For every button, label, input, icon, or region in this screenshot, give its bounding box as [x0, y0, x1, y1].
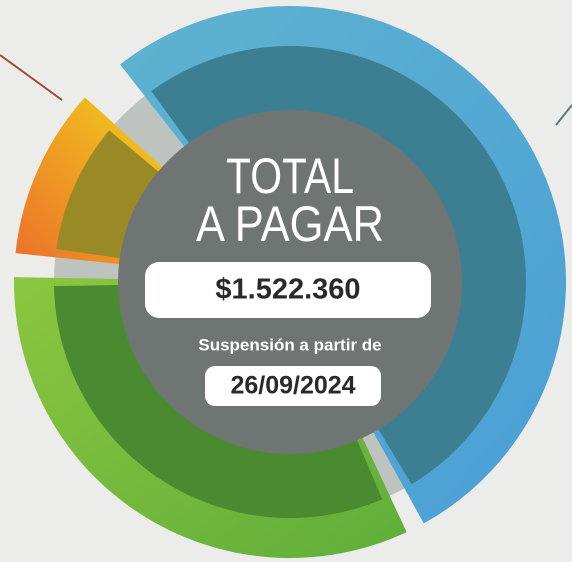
date-box: [205, 366, 381, 406]
amount: $1.522.360: [215, 274, 360, 306]
decor-line: [0, 54, 63, 101]
date: 26/09/2024: [230, 372, 355, 400]
decor-line: [555, 104, 572, 126]
donut: [14, 5, 567, 558]
orange-segment-inner: [56, 130, 160, 259]
title-line: TOTAL: [226, 148, 354, 204]
title-line: A PAGAR: [196, 196, 384, 252]
suspension-label: Suspensión a partir de: [198, 335, 381, 354]
green-segment-inner: [54, 284, 383, 518]
blue-segment-inner: [151, 46, 526, 485]
amount-box: [145, 262, 431, 318]
